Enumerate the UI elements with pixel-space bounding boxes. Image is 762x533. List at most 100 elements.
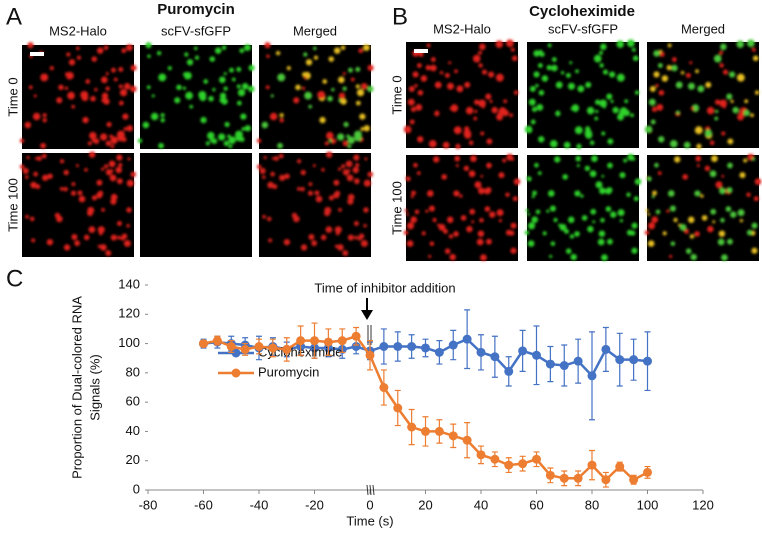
spot [269, 112, 278, 121]
x-tick-label: 0 [366, 497, 373, 512]
spots [19, 151, 137, 257]
spot [439, 71, 444, 75]
spot [32, 112, 41, 121]
spot [85, 79, 91, 84]
spot [601, 174, 605, 178]
spot [659, 51, 665, 57]
spot [101, 207, 105, 212]
y-tick-label: 20 [126, 452, 140, 467]
data-point [629, 355, 639, 365]
spot [19, 138, 25, 143]
spot [176, 84, 182, 91]
spot [719, 50, 723, 55]
spot [549, 254, 553, 258]
spot [746, 39, 755, 48]
data-point [601, 344, 611, 354]
spot [600, 217, 605, 223]
data-point [421, 343, 430, 353]
data-point [601, 475, 611, 485]
spot [123, 239, 131, 247]
spot [746, 229, 753, 236]
spot [687, 82, 695, 90]
spot [418, 51, 424, 57]
spot [513, 178, 521, 185]
spot [595, 109, 599, 114]
y-tick-label: 60 [126, 394, 140, 409]
spot [589, 140, 595, 146]
spot [676, 110, 680, 115]
spot [116, 130, 125, 139]
spot [94, 87, 98, 92]
spot [286, 66, 291, 71]
spot [441, 174, 447, 180]
spot [594, 116, 599, 121]
spot [80, 91, 89, 99]
spot [498, 172, 505, 179]
axis-break [372, 484, 375, 496]
spot [328, 139, 332, 143]
spot [574, 126, 583, 135]
spot [203, 79, 209, 84]
spot [480, 174, 484, 178]
spot [185, 91, 193, 100]
spot [275, 50, 281, 56]
spot [751, 222, 758, 229]
data-point [379, 383, 389, 392]
spot [89, 131, 97, 140]
spot [125, 44, 133, 52]
spot [597, 238, 605, 246]
panel-title: Cycloheximide [529, 3, 635, 20]
row-label: Time 100 [389, 181, 404, 235]
spot [97, 226, 104, 232]
spot [690, 253, 697, 261]
spot [713, 54, 722, 63]
spot [77, 190, 83, 196]
spot [737, 209, 745, 217]
spot [324, 141, 329, 146]
spot [189, 104, 194, 109]
spot [571, 104, 580, 112]
spot [658, 89, 665, 96]
spot [697, 85, 705, 93]
spot [279, 174, 286, 181]
spot [353, 130, 362, 139]
spot [151, 94, 155, 98]
data-point [226, 342, 236, 351]
spot [63, 186, 68, 192]
data-point [615, 462, 625, 472]
x-tick-label: -60 [194, 497, 213, 512]
spot [364, 157, 368, 161]
spot [709, 170, 717, 178]
spot [601, 254, 608, 261]
data-point [393, 403, 403, 413]
spot [355, 163, 360, 168]
spot [109, 134, 113, 139]
spot [727, 162, 733, 169]
spot [505, 39, 514, 48]
spot [221, 98, 228, 105]
spot [266, 54, 270, 58]
data-point [337, 336, 347, 346]
spot [319, 116, 326, 124]
spot [650, 119, 656, 125]
spot [606, 187, 613, 193]
data-point [365, 350, 375, 360]
spot [715, 181, 723, 189]
spot [356, 88, 365, 97]
data-point [434, 426, 444, 436]
spot [182, 86, 187, 90]
spot [670, 241, 676, 246]
spot [474, 109, 478, 114]
scale-bar [414, 49, 428, 53]
spot [528, 98, 536, 106]
spot [158, 73, 167, 82]
spot [293, 97, 300, 104]
spot [460, 215, 467, 221]
spot [279, 117, 284, 123]
y-tick-label: 80 [126, 364, 140, 379]
data-point [545, 359, 555, 369]
spot [533, 50, 540, 57]
spot [751, 247, 758, 254]
panel-label: B [392, 3, 408, 30]
spot [76, 55, 82, 60]
